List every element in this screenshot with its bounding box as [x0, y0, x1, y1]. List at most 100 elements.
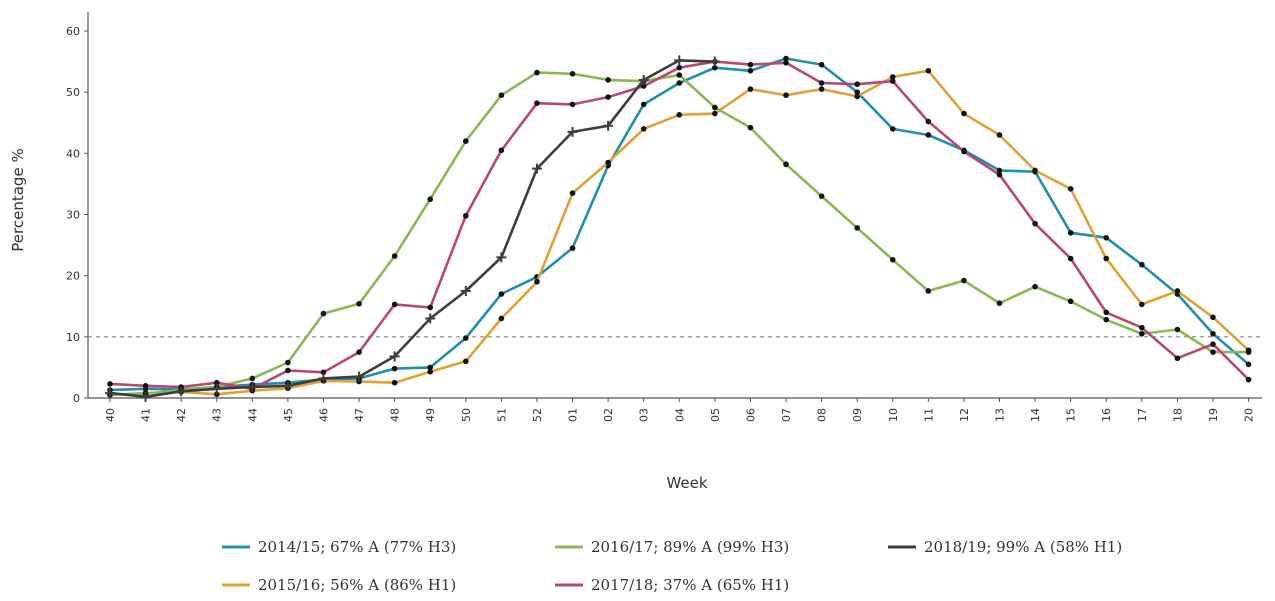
y-tick-label: 50	[66, 86, 80, 99]
data-point	[961, 148, 967, 155]
data-point	[747, 61, 754, 68]
data-point	[747, 86, 754, 92]
y-tick-label: 10	[66, 331, 80, 344]
data-point	[783, 55, 789, 62]
data-point	[1067, 298, 1074, 305]
data-point	[285, 359, 291, 366]
data-point	[142, 382, 149, 389]
data-point	[282, 380, 293, 391]
legend-label: 2016/17; 89% A (99% H3)	[591, 538, 789, 556]
data-point	[498, 315, 505, 322]
x-tick-label: 13	[994, 408, 1007, 422]
data-point	[460, 285, 471, 296]
data-point	[889, 256, 896, 263]
data-point	[747, 67, 754, 74]
x-tick-label: 03	[638, 408, 651, 422]
data-point	[783, 60, 789, 66]
x-tick-label: 44	[246, 408, 259, 422]
data-point	[640, 101, 647, 108]
data-point	[569, 101, 576, 108]
data-point	[1067, 255, 1074, 262]
data-point	[1103, 255, 1110, 262]
data-point	[320, 310, 327, 317]
legend-label: 2014/15; 67% A (77% H3)	[258, 538, 456, 556]
data-point	[925, 67, 932, 74]
x-tick-label: 49	[424, 408, 437, 422]
data-point	[854, 89, 860, 95]
data-point	[889, 126, 896, 132]
data-point	[1139, 301, 1145, 308]
data-point	[783, 161, 789, 168]
legend-item: 2018/19; 99% A (58% H1)	[888, 538, 1122, 556]
legend-item: 2014/15; 67% A (77% H3)	[222, 538, 456, 556]
data-point	[391, 301, 398, 308]
data-point	[818, 80, 825, 86]
data-point	[211, 383, 222, 394]
data-point	[1245, 376, 1252, 383]
data-point	[318, 373, 329, 384]
series-layer	[105, 55, 1252, 402]
x-tick-label: 08	[816, 408, 829, 422]
y-tick-label: 40	[66, 147, 80, 160]
x-tick-label: 19	[1207, 408, 1220, 422]
data-point	[925, 118, 932, 125]
x-tick-label: 40	[104, 408, 117, 422]
x-tick-label: 09	[851, 408, 864, 422]
data-point	[1103, 234, 1110, 241]
series-1	[107, 55, 1252, 393]
y-tick-label: 30	[66, 209, 80, 222]
y-tick-label: 20	[66, 270, 80, 283]
data-point	[854, 225, 860, 231]
legend-label: 2018/19; 99% A (58% H1)	[924, 538, 1122, 556]
x-tick-label: 06	[744, 408, 757, 422]
data-point	[1032, 283, 1038, 290]
data-point	[640, 83, 647, 89]
data-point	[889, 74, 896, 80]
data-point	[676, 64, 683, 71]
data-point	[534, 69, 540, 76]
data-point	[1103, 309, 1110, 316]
data-point	[427, 304, 434, 311]
data-point	[213, 391, 220, 398]
data-point	[176, 386, 187, 397]
data-point	[676, 111, 683, 118]
data-point	[425, 313, 436, 324]
data-point	[356, 349, 362, 355]
data-point	[1210, 314, 1216, 321]
x-tick-label: 01	[567, 408, 580, 422]
x-tick-label: 15	[1065, 408, 1078, 422]
series-4	[107, 58, 1252, 392]
data-point	[1067, 230, 1074, 236]
data-point	[1210, 341, 1216, 347]
data-point	[463, 212, 469, 219]
data-point	[531, 163, 542, 174]
data-point	[818, 61, 825, 68]
x-tick-label: 42	[175, 408, 188, 422]
data-point	[534, 100, 540, 106]
legend-item: 2015/16; 56% A (86% H1)	[222, 576, 456, 594]
data-point	[498, 291, 505, 297]
data-point	[996, 171, 1003, 178]
data-point	[712, 110, 718, 117]
data-point	[107, 381, 113, 387]
data-point	[961, 277, 967, 284]
x-tick-label: 48	[389, 408, 402, 422]
data-point	[712, 104, 718, 111]
legend-item: 2016/17; 89% A (99% H3)	[555, 538, 789, 556]
data-point	[1174, 355, 1181, 362]
data-point	[961, 110, 967, 117]
data-point	[391, 379, 398, 386]
series-line	[108, 60, 1250, 391]
data-point	[996, 167, 1003, 174]
x-tick-label: 52	[531, 408, 544, 422]
data-point	[605, 159, 611, 166]
data-point	[1139, 261, 1145, 268]
data-point	[463, 335, 469, 341]
data-point	[1174, 326, 1181, 333]
legend: 2014/15; 67% A (77% H3) 2015/16; 56% A (8…	[222, 538, 1122, 594]
x-tick-label: 17	[1136, 408, 1149, 422]
data-point	[427, 368, 434, 375]
data-point	[105, 388, 115, 399]
data-point	[427, 364, 434, 371]
